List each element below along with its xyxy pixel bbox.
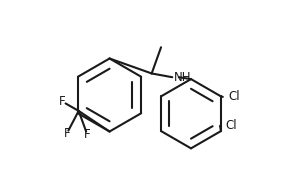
Text: NH: NH	[174, 71, 192, 84]
Text: Cl: Cl	[228, 90, 240, 103]
Text: F: F	[64, 127, 70, 140]
Text: Cl: Cl	[225, 119, 237, 132]
Text: F: F	[59, 95, 66, 108]
Text: F: F	[84, 128, 91, 141]
